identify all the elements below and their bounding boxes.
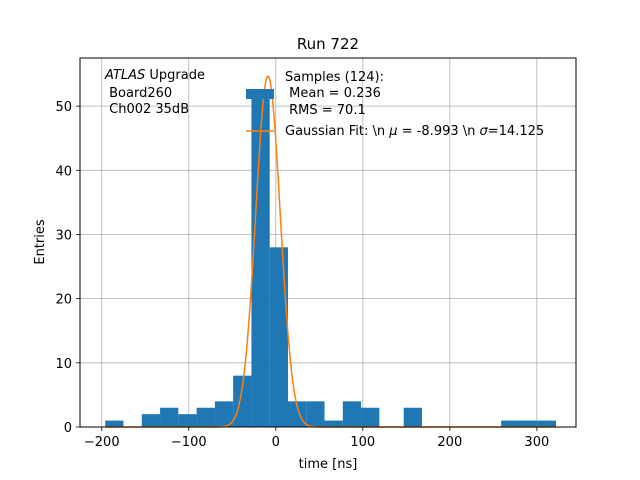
chart-title: Run 722	[297, 35, 359, 53]
histogram-bar	[269, 247, 288, 427]
y-tick-label: 50	[55, 100, 72, 115]
histogram-bar	[324, 420, 343, 427]
histogram-bar	[519, 420, 538, 427]
y-tick-label: 10	[55, 357, 72, 372]
histogram-bars	[105, 93, 556, 427]
y-tick-label: 20	[55, 293, 72, 308]
legend-samples-patch	[246, 89, 274, 99]
annotation-board: Board260	[105, 86, 172, 101]
histogram-bar	[403, 407, 422, 427]
annotation-line-1: ATLAS Upgrade	[104, 68, 205, 83]
legend-fit-mu-symbol: μ	[388, 124, 397, 139]
histogram-bar	[501, 420, 520, 427]
legend: Samples (124): Mean = 0.236 RMS = 70.1 G…	[246, 70, 544, 139]
legend-fit-sigma-symbol: σ	[480, 124, 489, 139]
y-axis-ticks: 0 10 20 30 40 50	[55, 100, 80, 436]
annotation-channel: Ch002 35dB	[105, 102, 189, 117]
legend-fit-mu-text: = -8.993 \n	[398, 124, 480, 139]
histogram-bar	[141, 414, 161, 427]
histogram-bar	[537, 420, 556, 427]
legend-samples-line-2: Mean = 0.236	[285, 86, 381, 101]
annotation-upgrade: Upgrade	[145, 68, 205, 83]
histogram-bar	[287, 401, 307, 427]
x-tick-label: 0	[272, 435, 280, 450]
x-axis-ticks: −200 −100 0 100 200 300	[84, 427, 549, 450]
histogram-bar	[160, 407, 179, 427]
histogram-bar	[251, 93, 270, 427]
legend-fit-sigma-text: =14.125	[488, 124, 544, 139]
legend-samples-line-1: Samples (124):	[285, 70, 384, 85]
x-tick-label: 200	[437, 435, 462, 450]
x-axis-label: time [ns]	[299, 457, 358, 472]
histogram-bar	[361, 407, 380, 427]
legend-fit-prefix: Gaussian Fit: \n	[285, 124, 389, 139]
histogram-bar	[306, 401, 325, 427]
histogram-bar	[178, 414, 197, 427]
histogram-bar	[196, 407, 215, 427]
legend-fit-label: Gaussian Fit: \n μ = -8.993 \n σ=14.125	[285, 124, 544, 139]
axes-frame	[79, 57, 577, 428]
atlas-annotation: ATLAS Upgrade Board260 Ch002 35dB	[104, 68, 205, 117]
histogram-bar	[342, 401, 362, 427]
y-tick-label: 30	[55, 228, 72, 243]
x-tick-label: 300	[524, 435, 549, 450]
histogram-bar	[105, 420, 124, 427]
x-tick-label: 100	[350, 435, 375, 450]
x-tick-label: −100	[171, 435, 207, 450]
y-tick-label: 40	[55, 164, 72, 179]
x-tick-label: −200	[84, 435, 120, 450]
y-tick-label: 0	[64, 421, 72, 436]
legend-samples-line-3: RMS = 70.1	[285, 103, 366, 118]
histogram-bar	[214, 401, 234, 427]
y-axis-label: Entries	[33, 219, 48, 265]
histogram-bar	[233, 375, 252, 427]
annotation-atlas: ATLAS	[104, 68, 145, 83]
